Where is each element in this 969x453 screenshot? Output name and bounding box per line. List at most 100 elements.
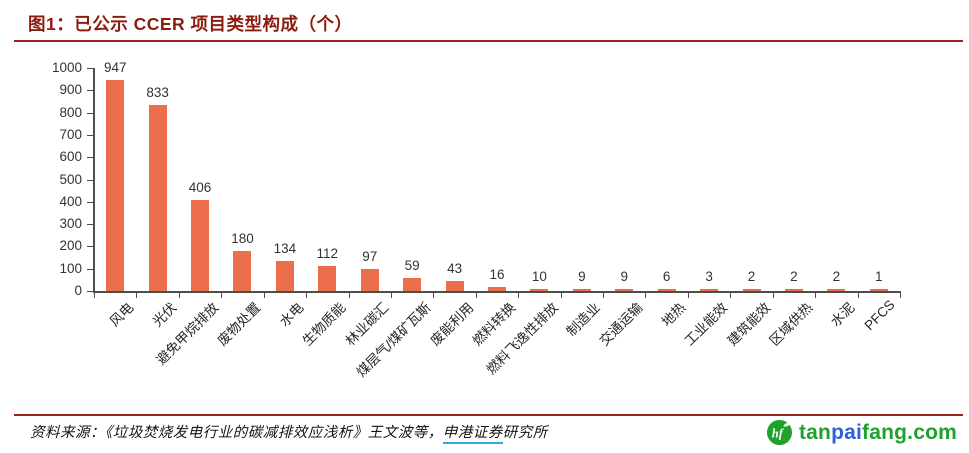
bar-value-label: 947	[103, 59, 127, 75]
bar	[106, 79, 125, 291]
x-axis-tick	[306, 292, 308, 298]
x-axis-tick	[687, 292, 689, 298]
y-axis-tick-label: 1000	[51, 60, 82, 75]
bar	[742, 288, 761, 291]
x-axis-tick	[560, 292, 562, 298]
x-axis-tick	[518, 292, 520, 298]
x-axis-tick	[857, 292, 859, 298]
x-axis-line	[93, 291, 901, 293]
y-axis-tick-label: 900	[59, 82, 82, 98]
bar	[530, 288, 549, 291]
bar	[827, 288, 846, 291]
footer-divider	[14, 414, 963, 416]
x-axis-tick	[433, 292, 435, 298]
x-axis-tick	[645, 292, 647, 298]
y-axis-tick-label: 800	[59, 104, 82, 120]
y-axis-tick-label: 0	[74, 283, 82, 298]
bar-value-label: 97	[362, 249, 378, 265]
bar	[445, 281, 464, 291]
title-divider	[14, 40, 963, 42]
source-note: 资料来源：《垃圾焚烧发电行业的碳减排效应浅析》王文波等，申港证券研究所	[30, 421, 548, 444]
bar	[488, 287, 506, 291]
bar-value-label: 180	[231, 230, 254, 246]
x-axis-tick	[815, 292, 817, 298]
x-axis-tick	[900, 292, 901, 298]
bar	[191, 200, 210, 291]
bar-value-label: 10	[531, 268, 547, 284]
y-axis-tick	[87, 179, 93, 181]
x-axis-category-label: 生物质能	[299, 299, 349, 349]
x-axis-category-label: 风电	[106, 299, 137, 330]
bar-value-label: 9	[620, 268, 628, 284]
y-axis-tick-label: 200	[59, 238, 82, 254]
y-axis-tick	[87, 201, 93, 203]
x-axis-category-label: 交通运输	[596, 299, 646, 349]
y-axis-tick	[87, 291, 93, 292]
bar	[318, 266, 337, 291]
x-axis-tick	[390, 292, 392, 298]
bar-value-label: 833	[146, 85, 169, 101]
y-axis-tick	[87, 68, 93, 69]
x-axis-category-label: 废能利用	[427, 299, 477, 349]
y-axis-tick-label: 100	[59, 260, 82, 276]
source-link[interactable]: 申港证券	[442, 425, 503, 444]
logo-text-tan: tan	[798, 420, 832, 444]
bar-value-label: 112	[316, 246, 339, 262]
source-text-suffix: 研究所	[502, 425, 548, 441]
bar-value-label: 1	[875, 268, 883, 284]
bar-value-label: 3	[705, 268, 713, 284]
x-axis-category-label: 建筑能效	[724, 299, 773, 349]
x-axis-tick	[475, 292, 477, 298]
bar-value-label: 2	[790, 268, 798, 284]
x-axis-tick	[221, 292, 223, 298]
y-axis-tick	[87, 112, 93, 114]
tanpaifang-logo[interactable]: hf tanpaifang.com	[766, 419, 957, 446]
y-axis-tick-label: 700	[59, 126, 82, 142]
y-axis-tick	[87, 268, 93, 270]
x-axis-category-label: 区域供热	[766, 299, 816, 349]
y-axis-tick	[87, 224, 93, 226]
bar-value-label: 9	[578, 268, 586, 284]
y-axis-tick-label: 300	[59, 216, 82, 232]
y-axis-tick-label: 600	[59, 149, 82, 165]
x-axis-category-label: 工业能效	[681, 299, 731, 349]
x-axis-tick	[772, 292, 774, 298]
logo-text-pai: pai	[831, 420, 863, 444]
bar	[700, 288, 719, 291]
x-axis-tick	[94, 292, 95, 298]
bar	[572, 288, 591, 291]
bar-value-label: 406	[188, 180, 212, 196]
bar	[148, 105, 167, 291]
x-axis-category-label: 光伏	[149, 299, 180, 330]
x-axis-tick	[178, 292, 180, 298]
y-axis-line	[93, 68, 95, 292]
bar-value-label: 16	[489, 267, 505, 283]
y-axis-tick-label: 400	[59, 193, 82, 209]
x-axis-category-label: 水电	[276, 299, 307, 330]
source-text: 资料来源：《垃圾焚烧发电行业的碳减排效应浅析》王文波等，	[30, 425, 443, 441]
bar-value-label: 43	[447, 261, 463, 277]
x-axis-category-label: PFCS	[861, 297, 898, 334]
bar	[657, 288, 676, 291]
bar-value-label: 6	[662, 268, 671, 284]
y-axis-tick-label: 500	[59, 171, 82, 187]
x-axis-tick	[263, 292, 265, 298]
x-axis-tick	[348, 292, 350, 298]
x-axis-category-label: 地热	[658, 299, 689, 330]
bar-value-label: 2	[832, 268, 841, 284]
bar	[275, 261, 294, 291]
bar	[869, 288, 888, 291]
bar	[784, 288, 803, 291]
svg-text:hf: hf	[772, 426, 785, 440]
bar-value-label: 134	[273, 241, 297, 257]
bar	[233, 250, 252, 291]
tanpaifang-logo-text: tanpaifang.com	[799, 421, 957, 445]
tanpaifang-leaf-icon: hf	[766, 419, 793, 446]
x-axis-category-label: 废物处置	[215, 299, 264, 349]
y-axis-tick	[87, 90, 93, 92]
y-axis-tick	[87, 157, 93, 159]
x-axis-tick	[603, 292, 605, 298]
bar-value-label: 59	[404, 257, 420, 273]
